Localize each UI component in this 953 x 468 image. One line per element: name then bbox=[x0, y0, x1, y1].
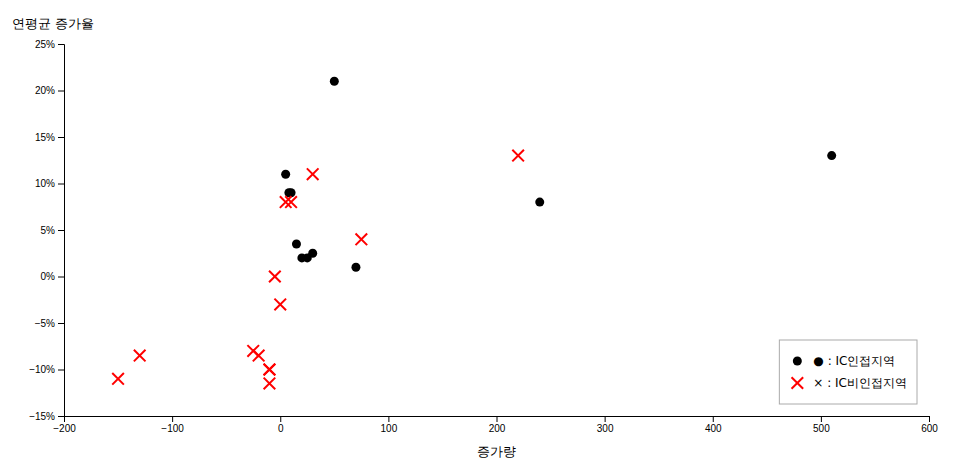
point bbox=[330, 77, 339, 86]
legend-box bbox=[779, 340, 917, 404]
tick-label: 500 bbox=[813, 423, 830, 434]
point bbox=[264, 378, 276, 390]
legend-label: × : IC비인접지역 bbox=[813, 376, 907, 390]
tick-mark bbox=[58, 230, 64, 231]
tick-label: −200 bbox=[53, 423, 76, 434]
point bbox=[307, 168, 319, 180]
tick: 400 bbox=[705, 416, 722, 434]
tick-label: 400 bbox=[705, 423, 722, 434]
tick-mark bbox=[58, 91, 64, 92]
point bbox=[285, 196, 297, 208]
tick-label: −10% bbox=[29, 364, 55, 375]
tick: −200 bbox=[53, 416, 76, 434]
tick-label: 20% bbox=[35, 85, 55, 96]
tick-mark bbox=[58, 44, 64, 45]
tick: 500 bbox=[813, 416, 830, 434]
tick-mark bbox=[58, 370, 64, 371]
legend-symbol bbox=[793, 357, 802, 366]
tick: 100 bbox=[381, 416, 398, 434]
tick-label: 0 bbox=[278, 423, 284, 434]
y-axis: −15% −10% −5% 0% 5% 10% 15% 20% 25% bbox=[29, 39, 64, 422]
tick-mark bbox=[713, 416, 714, 422]
tick-mark bbox=[58, 277, 64, 278]
tick-label: 600 bbox=[921, 423, 938, 434]
tick: 20% bbox=[35, 85, 64, 96]
tick: −15% bbox=[29, 411, 64, 422]
point bbox=[535, 198, 544, 207]
x-axis-title: 증가량 bbox=[477, 444, 516, 459]
tick-mark bbox=[929, 416, 930, 422]
point bbox=[827, 151, 836, 160]
tick-mark bbox=[172, 416, 173, 422]
tick-mark bbox=[497, 416, 498, 422]
tick-label: 200 bbox=[489, 423, 506, 434]
tick-label: 100 bbox=[381, 423, 398, 434]
tick-mark bbox=[58, 323, 64, 324]
tick-mark bbox=[58, 416, 64, 417]
tick-mark bbox=[388, 416, 389, 422]
tick: −10% bbox=[29, 364, 64, 375]
legend-label: ● : IC인접지역 bbox=[813, 354, 895, 368]
tick-label: −15% bbox=[29, 411, 55, 422]
tick: 600 bbox=[921, 416, 938, 434]
point bbox=[264, 364, 276, 376]
series bbox=[112, 150, 524, 389]
tick-label: −100 bbox=[161, 423, 184, 434]
legend: ● : IC인접지역 × : IC비인접지역 bbox=[779, 340, 917, 404]
tick: 0 bbox=[278, 416, 284, 434]
tick: 15% bbox=[35, 132, 64, 143]
point bbox=[134, 350, 146, 362]
tick-label: −5% bbox=[35, 318, 55, 329]
point bbox=[274, 299, 286, 311]
tick: −100 bbox=[161, 416, 184, 434]
tick: 25% bbox=[35, 39, 64, 50]
tick-label: 10% bbox=[35, 178, 55, 189]
legend-symbol bbox=[792, 377, 804, 389]
tick: 0% bbox=[41, 271, 64, 282]
tick-mark bbox=[821, 416, 822, 422]
tick: 10% bbox=[35, 178, 64, 189]
legend-entry: ● : IC인접지역 bbox=[793, 354, 896, 368]
tick-mark bbox=[58, 137, 64, 138]
tick-label: 15% bbox=[35, 132, 55, 143]
plot-area bbox=[112, 77, 836, 390]
point bbox=[112, 373, 124, 385]
point bbox=[356, 233, 368, 245]
point bbox=[512, 150, 524, 162]
tick: −5% bbox=[35, 318, 64, 329]
point bbox=[269, 271, 281, 283]
tick-mark bbox=[58, 184, 64, 185]
tick-label: 300 bbox=[597, 423, 614, 434]
series bbox=[281, 77, 836, 272]
point bbox=[292, 239, 301, 248]
tick-label: 5% bbox=[41, 225, 56, 236]
point bbox=[308, 249, 317, 258]
point bbox=[351, 263, 360, 272]
tick: 5% bbox=[41, 225, 64, 236]
tick-label: 25% bbox=[35, 39, 55, 50]
point bbox=[264, 364, 276, 376]
tick: 300 bbox=[597, 416, 614, 434]
x-axis: −200 −100 0 100 200 300 400 500 600 bbox=[53, 416, 938, 434]
axis-line bbox=[65, 417, 930, 423]
chart: −200 −100 0 100 200 300 400 500 600 −15% −10% −5% 0%… bbox=[0, 0, 953, 468]
axis-line bbox=[58, 45, 65, 417]
point bbox=[247, 345, 259, 357]
y-axis-title: 연평균 증가율 bbox=[12, 16, 94, 31]
tick: 200 bbox=[489, 416, 506, 434]
tick-mark bbox=[605, 416, 606, 422]
tick-mark bbox=[280, 416, 281, 422]
tick-label: 0% bbox=[41, 271, 56, 282]
point bbox=[281, 170, 290, 179]
legend-entry: × : IC비인접지역 bbox=[792, 376, 907, 390]
